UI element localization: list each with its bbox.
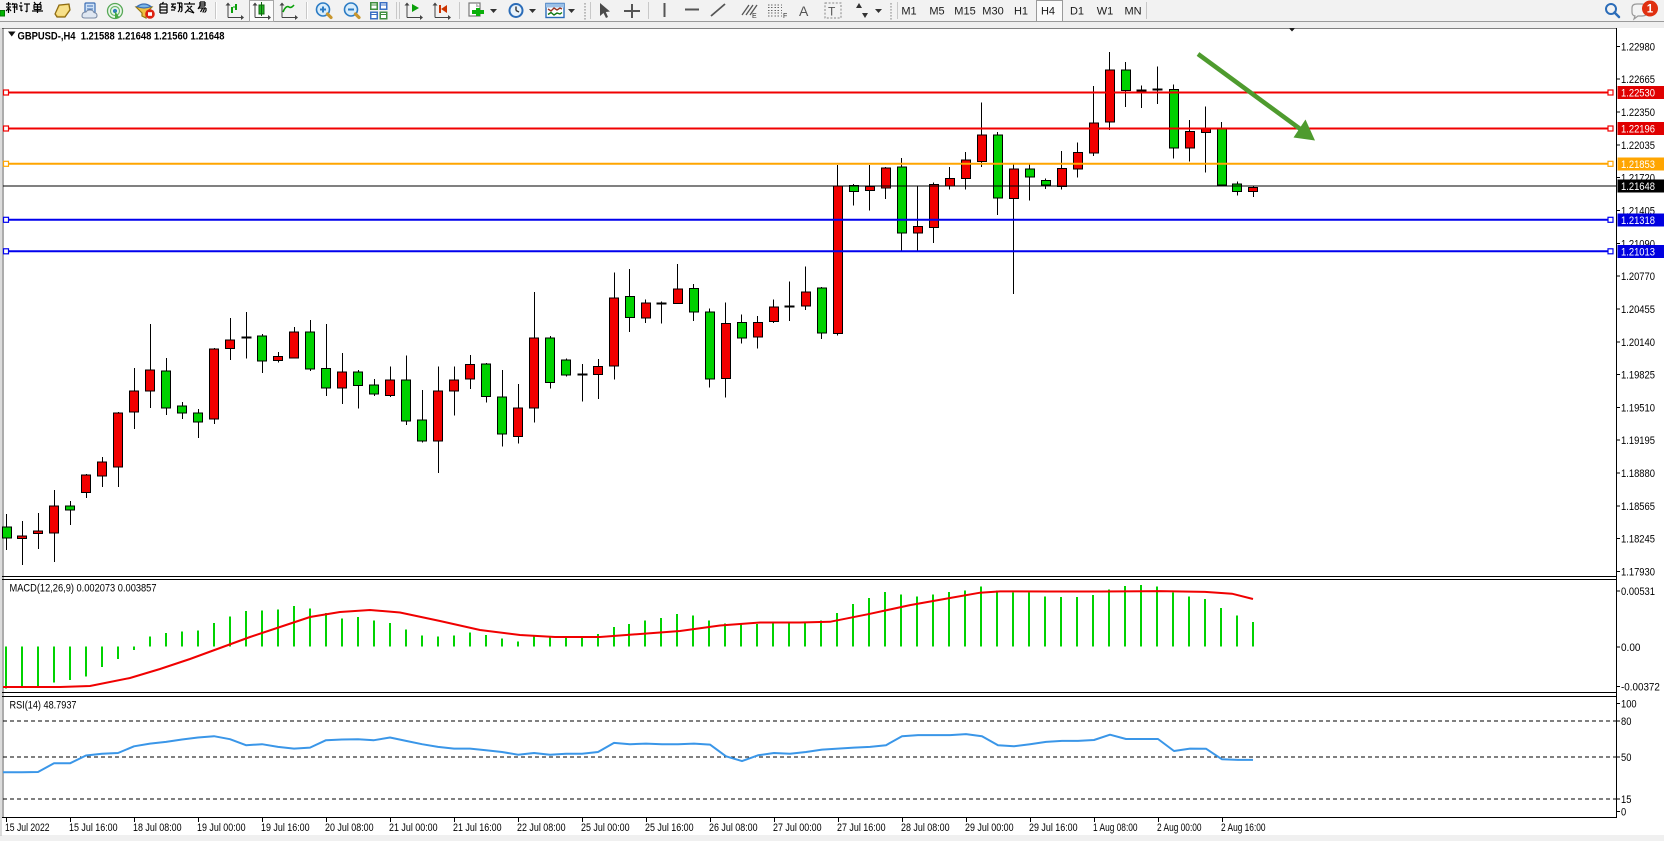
svg-text:1.21853: 1.21853 <box>1621 159 1655 171</box>
svg-text:1.19195: 1.19195 <box>1621 435 1655 447</box>
svg-text:F: F <box>783 13 787 20</box>
svg-text:1.22035: 1.22035 <box>1621 140 1655 152</box>
svg-text:28 Jul 08:00: 28 Jul 08:00 <box>901 822 950 834</box>
svg-text:GBPUSD-,H4 1.21588 1.21648 1.: GBPUSD-,H4 1.21588 1.21648 1.21560 1.216… <box>18 31 225 43</box>
svg-text:15 Jul 16:00: 15 Jul 16:00 <box>69 822 118 834</box>
svg-text:1.20455: 1.20455 <box>1621 304 1655 316</box>
svg-text:15 Jul 2022: 15 Jul 2022 <box>5 822 50 834</box>
svg-text:1.19510: 1.19510 <box>1621 402 1655 414</box>
svg-text:19 Jul 16:00: 19 Jul 16:00 <box>261 822 310 834</box>
svg-text:80: 80 <box>1621 716 1631 728</box>
svg-text:27 Jul 00:00: 27 Jul 00:00 <box>773 822 822 834</box>
svg-text:1.21318: 1.21318 <box>1621 215 1655 227</box>
svg-text:1.22980: 1.22980 <box>1621 41 1655 53</box>
svg-text:1: 1 <box>1647 4 1654 16</box>
svg-text:MN: MN <box>1124 6 1141 18</box>
svg-text:21 Jul 16:00: 21 Jul 16:00 <box>453 822 502 834</box>
svg-text:22 Jul 08:00: 22 Jul 08:00 <box>517 822 566 834</box>
svg-text:50: 50 <box>1621 752 1631 764</box>
svg-text:1.17930: 1.17930 <box>1621 567 1655 579</box>
svg-text:T: T <box>828 5 836 19</box>
svg-text:1.22196: 1.22196 <box>1621 124 1655 136</box>
svg-text:1.18565: 1.18565 <box>1621 501 1655 513</box>
svg-text:1.22530: 1.22530 <box>1621 88 1655 100</box>
svg-text:2 Aug 00:00: 2 Aug 00:00 <box>1157 822 1202 834</box>
svg-text:20 Jul 08:00: 20 Jul 08:00 <box>325 822 374 834</box>
svg-text:A: A <box>799 3 809 19</box>
svg-text:15: 15 <box>1621 794 1631 806</box>
svg-text:M15: M15 <box>954 6 975 18</box>
svg-text:1 Aug 08:00: 1 Aug 08:00 <box>1093 822 1138 834</box>
svg-text:W1: W1 <box>1097 6 1114 18</box>
svg-text:0: 0 <box>1621 807 1626 819</box>
svg-text:RSI(14) 48.7937: RSI(14) 48.7937 <box>10 700 77 712</box>
svg-text:19 Jul 00:00: 19 Jul 00:00 <box>197 822 246 834</box>
svg-text:H1: H1 <box>1014 6 1028 18</box>
svg-text:1.20140: 1.20140 <box>1621 337 1655 349</box>
svg-text:-0.00372: -0.00372 <box>1621 682 1660 694</box>
svg-text:D1: D1 <box>1070 6 1084 18</box>
svg-text:21 Jul 00:00: 21 Jul 00:00 <box>389 822 438 834</box>
svg-text:1.18245: 1.18245 <box>1621 534 1655 546</box>
svg-text:18 Jul 08:00: 18 Jul 08:00 <box>133 822 182 834</box>
svg-text:1.22665: 1.22665 <box>1621 74 1655 86</box>
svg-text:E: E <box>752 13 757 20</box>
svg-text:1.18880: 1.18880 <box>1621 468 1655 480</box>
svg-text:1.22350: 1.22350 <box>1621 107 1655 119</box>
svg-text:0.00531: 0.00531 <box>1621 586 1655 598</box>
svg-text:M30: M30 <box>982 6 1003 18</box>
svg-text:1.21648: 1.21648 <box>1621 181 1655 193</box>
svg-text:M5: M5 <box>929 6 944 18</box>
svg-text:M1: M1 <box>901 6 916 18</box>
svg-text:MACD(12,26,9) 0.002073 0.00385: MACD(12,26,9) 0.002073 0.003857 <box>10 583 157 595</box>
svg-text:2 Aug 16:00: 2 Aug 16:00 <box>1221 822 1266 834</box>
svg-text:29 Jul 00:00: 29 Jul 00:00 <box>965 822 1014 834</box>
svg-text:0.00: 0.00 <box>1621 642 1640 654</box>
svg-text:1.19825: 1.19825 <box>1621 370 1655 382</box>
svg-text:26 Jul 08:00: 26 Jul 08:00 <box>709 822 758 834</box>
svg-text:29 Jul 16:00: 29 Jul 16:00 <box>1029 822 1078 834</box>
svg-text:1.20770: 1.20770 <box>1621 271 1655 283</box>
svg-text:27 Jul 16:00: 27 Jul 16:00 <box>837 822 886 834</box>
svg-text:100: 100 <box>1621 699 1637 711</box>
svg-text:25 Jul 00:00: 25 Jul 00:00 <box>581 822 630 834</box>
svg-text:1.21013: 1.21013 <box>1621 246 1655 258</box>
svg-text:25 Jul 16:00: 25 Jul 16:00 <box>645 822 694 834</box>
svg-text:H4: H4 <box>1041 6 1055 18</box>
